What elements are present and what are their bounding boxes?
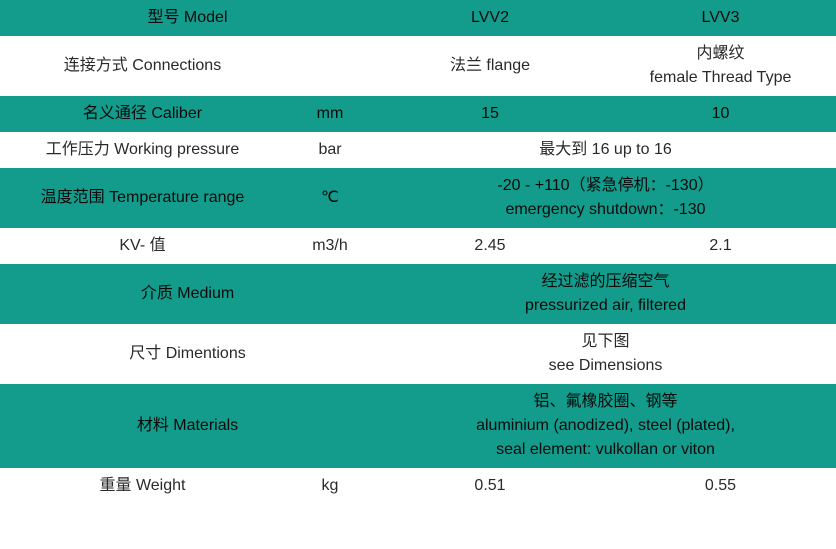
- val-materials-line2: aluminium (anodized), steel (plated),: [476, 417, 735, 434]
- row-weight: 重量 Weight kg 0.51 0.55: [0, 468, 836, 504]
- table-header-row: 型号 Model LVV2 LVV3: [0, 0, 836, 36]
- unit-temperature: ℃: [285, 168, 375, 228]
- val-connections-2-line1: 内螺纹: [696, 45, 744, 62]
- val-temperature-line1: -20 - +110（紧急停机：-130）: [497, 177, 713, 194]
- row-kv: KV- 值 m3/h 2.45 2.1: [0, 228, 836, 264]
- val-kv-2: 2.1: [605, 228, 836, 264]
- val-caliber-1: 15: [375, 96, 605, 132]
- label-connections: 连接方式 Connections: [0, 36, 285, 96]
- val-caliber-2: 10: [605, 96, 836, 132]
- label-caliber: 名义通径 Caliber: [0, 96, 285, 132]
- val-connections-1: 法兰 flange: [375, 36, 605, 96]
- val-connections-2-line2: female Thread Type: [650, 69, 792, 86]
- val-weight-2: 0.55: [605, 468, 836, 504]
- val-medium-line1: 经过滤的压缩空气: [541, 273, 669, 290]
- header-col-lvv3: LVV3: [605, 0, 836, 36]
- label-dimensions: 尺寸 Dimentions: [0, 324, 375, 384]
- label-medium: 介质 Medium: [0, 264, 375, 324]
- row-pressure: 工作压力 Working pressure bar 最大到 16 up to 1…: [0, 132, 836, 168]
- val-temperature-line2: emergency shutdown：-130: [505, 201, 705, 218]
- val-materials-line1: 铝、氟橡胶圈、钢等: [533, 393, 677, 410]
- val-weight-1: 0.51: [375, 468, 605, 504]
- unit-pressure: bar: [285, 132, 375, 168]
- row-medium: 介质 Medium 经过滤的压缩空气 pressurized air, filt…: [0, 264, 836, 324]
- unit-connections: [285, 36, 375, 96]
- header-model-label: 型号 Model: [0, 0, 375, 36]
- unit-weight: kg: [285, 468, 375, 504]
- label-kv: KV- 值: [0, 228, 285, 264]
- label-weight: 重量 Weight: [0, 468, 285, 504]
- val-materials: 铝、氟橡胶圈、钢等 aluminium (anodized), steel (p…: [375, 384, 836, 468]
- val-dimensions-line1: 见下图: [581, 333, 629, 350]
- row-connections: 连接方式 Connections 法兰 flange 内螺纹 female Th…: [0, 36, 836, 96]
- label-temperature: 温度范围 Temperature range: [0, 168, 285, 228]
- row-temperature: 温度范围 Temperature range ℃ -20 - +110（紧急停机…: [0, 168, 836, 228]
- unit-caliber: mm: [285, 96, 375, 132]
- unit-kv: m3/h: [285, 228, 375, 264]
- val-dimensions: 见下图 see Dimensions: [375, 324, 836, 384]
- val-medium-line2: pressurized air, filtered: [525, 297, 686, 314]
- row-dimensions: 尺寸 Dimentions 见下图 see Dimensions: [0, 324, 836, 384]
- val-connections-2: 内螺纹 female Thread Type: [605, 36, 836, 96]
- row-materials: 材料 Materials 铝、氟橡胶圈、钢等 aluminium (anodiz…: [0, 384, 836, 468]
- val-dimensions-line2: see Dimensions: [549, 357, 663, 374]
- val-pressure: 最大到 16 up to 16: [375, 132, 836, 168]
- val-kv-1: 2.45: [375, 228, 605, 264]
- val-materials-line3: seal element: vulkollan or viton: [496, 441, 715, 458]
- header-col-lvv2: LVV2: [375, 0, 605, 36]
- val-medium: 经过滤的压缩空气 pressurized air, filtered: [375, 264, 836, 324]
- val-temperature: -20 - +110（紧急停机：-130） emergency shutdown…: [375, 168, 836, 228]
- spec-table: 型号 Model LVV2 LVV3 连接方式 Connections 法兰 f…: [0, 0, 836, 504]
- label-materials: 材料 Materials: [0, 384, 375, 468]
- row-caliber: 名义通径 Caliber mm 15 10: [0, 96, 836, 132]
- label-pressure: 工作压力 Working pressure: [0, 132, 285, 168]
